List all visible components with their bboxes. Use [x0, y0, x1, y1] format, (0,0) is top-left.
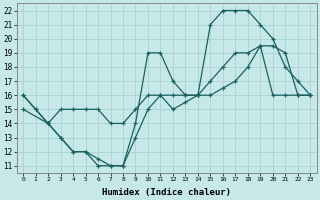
X-axis label: Humidex (Indice chaleur): Humidex (Indice chaleur) — [102, 188, 231, 197]
